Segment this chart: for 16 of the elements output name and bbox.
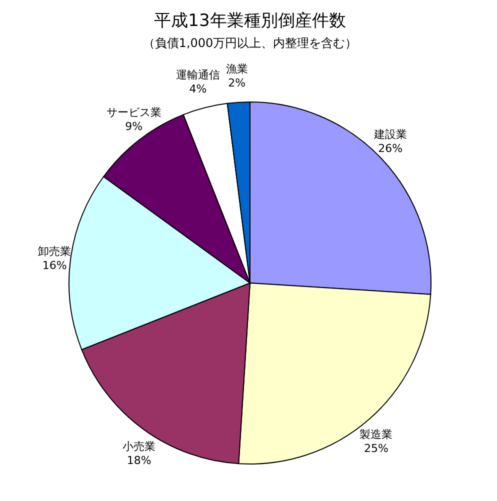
slice-label: 建設業 xyxy=(372,128,407,141)
data-label: 16% xyxy=(42,258,67,272)
slice-label: 漁業 xyxy=(226,62,248,76)
data-label: 2% xyxy=(228,76,246,90)
slice-label: 小売業 xyxy=(122,440,156,454)
data-label: 4% xyxy=(189,82,207,96)
data-label: 25% xyxy=(364,442,388,455)
data-label: 18% xyxy=(126,454,152,468)
slice-label: 製造業 xyxy=(360,428,393,441)
chart-subtitle: （負債1,000万円以上、内整理を含む） xyxy=(142,36,358,50)
chart-title: 平成13年業種別倒産件数 xyxy=(154,11,346,31)
data-label: 26% xyxy=(378,142,403,155)
data-label: 9% xyxy=(125,120,143,133)
slice-label: サービス業 xyxy=(106,106,162,119)
slice-label: 卸売業 xyxy=(38,244,72,258)
slice-label: 運輸通信 xyxy=(176,68,220,82)
